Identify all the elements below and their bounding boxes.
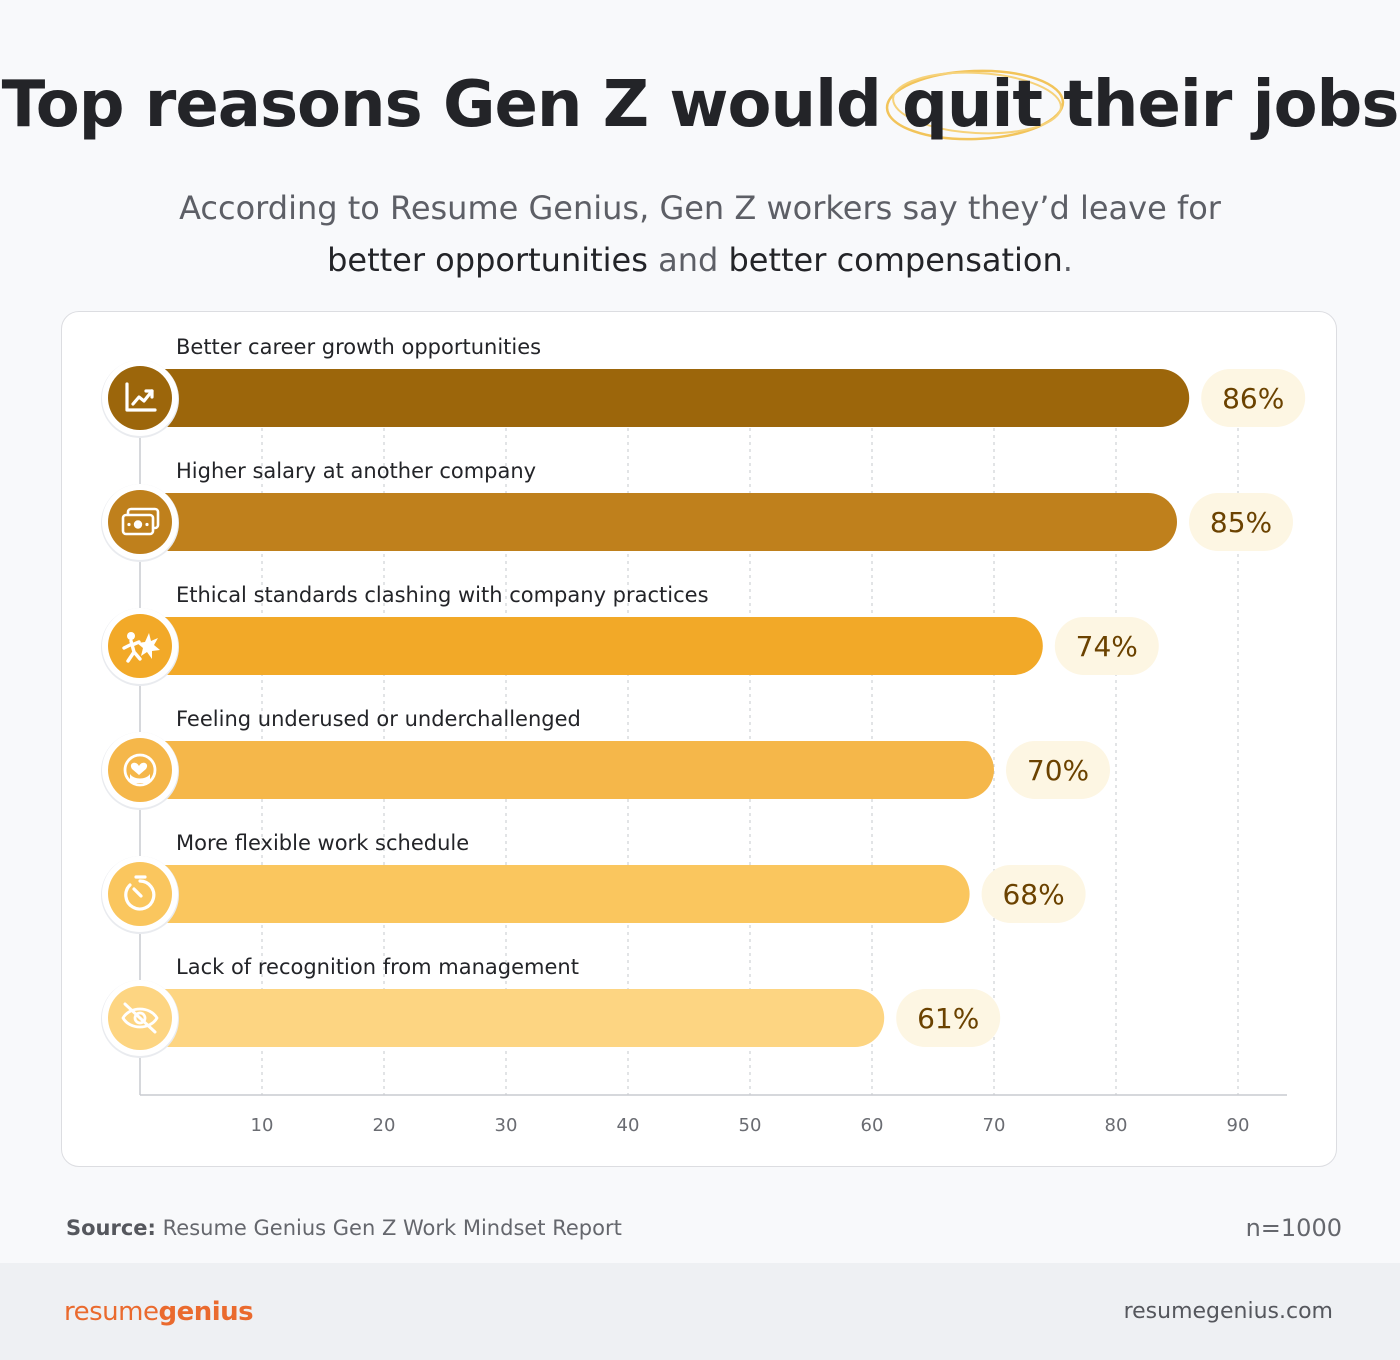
subtitle: According to Resume Genius, Gen Z worker… — [0, 182, 1400, 286]
subtitle-emphasis-2: better compensation — [728, 241, 1063, 279]
title-highlight: quit — [885, 68, 1065, 142]
x-tick-label: 60 — [861, 1115, 884, 1136]
value-pill — [1201, 369, 1306, 427]
bar — [140, 617, 1043, 675]
data-label: 74% — [1076, 630, 1138, 663]
x-tick-label: 70 — [983, 1115, 1006, 1136]
clash-icon — [122, 632, 160, 663]
value-pill — [896, 989, 1001, 1047]
bar-chart: 10 20 30 40 50 60 70 80 90 Better career growth o… — [101, 335, 1306, 1136]
category-label: More flexible work schedule — [176, 831, 469, 855]
grid-lines — [261, 372, 1239, 1095]
source-label: Source: — [66, 1216, 156, 1240]
data-label: 85% — [1210, 506, 1272, 539]
x-tick-label: 30 — [495, 1115, 518, 1136]
bar — [140, 369, 1190, 427]
bar-row: Feeling underused or underchallenged 70% — [101, 707, 1110, 810]
subtitle-connector: and — [647, 241, 729, 279]
page-title: Top reasons Gen Z would quit their jobs — [0, 68, 1400, 142]
bar — [140, 865, 970, 923]
category-label: Better career growth opportunities — [176, 335, 541, 359]
hands-heart-icon — [123, 753, 157, 787]
bar — [140, 493, 1177, 551]
footer-bar: resumegenius resumegenius.com — [0, 1263, 1400, 1360]
timer-icon — [124, 875, 156, 911]
bar-row: Lack of recognition from management 61% — [101, 955, 1001, 1058]
x-tick-label: 80 — [1105, 1115, 1128, 1136]
value-pill — [981, 865, 1086, 923]
bar-row: Better career growth opportunities 86% — [101, 335, 1306, 438]
eye-slash-icon — [121, 1002, 159, 1034]
icon-badge — [108, 614, 172, 678]
title-text-after: their jobs — [1042, 68, 1399, 142]
value-pill — [1189, 493, 1293, 551]
value-pill — [1006, 741, 1110, 799]
subtitle-period: . — [1062, 241, 1073, 279]
x-tick-label: 10 — [251, 1115, 274, 1136]
bar-row: Ethical standards clashing with company … — [101, 583, 1159, 686]
data-label: 61% — [917, 1002, 979, 1035]
category-label: Feeling underused or underchallenged — [176, 707, 581, 731]
brand-logo[interactable]: resumegenius — [64, 1297, 254, 1327]
chart-growth-icon — [125, 382, 157, 412]
bar-row: Higher salary at another company 85% — [101, 459, 1293, 562]
sample-size: n=1000 — [1245, 1214, 1342, 1242]
subtitle-emphasis-1: better opportunities — [327, 241, 648, 279]
bar-row: More flexible work schedule 68% — [101, 831, 1086, 934]
title-highlight-word: quit — [902, 68, 1043, 142]
brand-logo-part-2: genius — [158, 1297, 254, 1327]
money-bills-icon — [121, 507, 160, 536]
bar — [140, 741, 994, 799]
x-tick-label: 50 — [739, 1115, 762, 1136]
subtitle-line-1: According to Resume Genius, Gen Z worker… — [179, 189, 1221, 227]
subtitle-line-2: better opportunities and better compensa… — [0, 234, 1400, 286]
category-label: Lack of recognition from management — [176, 955, 579, 979]
source-text: Resume Genius Gen Z Work Mindset Report — [155, 1216, 622, 1240]
brand-logo-part-1: resume — [64, 1297, 159, 1327]
site-url[interactable]: resumegenius.com — [1123, 1299, 1333, 1324]
x-tick-label: 20 — [373, 1115, 396, 1136]
data-label: 70% — [1027, 754, 1089, 787]
x-tick-label: 40 — [617, 1115, 640, 1136]
category-label: Ethical standards clashing with company … — [176, 583, 709, 607]
chart-card: 10 20 30 40 50 60 70 80 90 Better career growth o… — [61, 311, 1337, 1167]
title-text-before: Top reasons Gen Z would — [1, 68, 903, 142]
source-note: Source: Resume Genius Gen Z Work Mindset… — [66, 1216, 622, 1240]
data-label: 86% — [1222, 382, 1284, 415]
x-tick-label: 90 — [1227, 1115, 1250, 1136]
bar — [140, 989, 885, 1047]
data-label: 68% — [1002, 878, 1064, 911]
category-label: Higher salary at another company — [176, 459, 536, 483]
value-pill — [1054, 617, 1159, 675]
